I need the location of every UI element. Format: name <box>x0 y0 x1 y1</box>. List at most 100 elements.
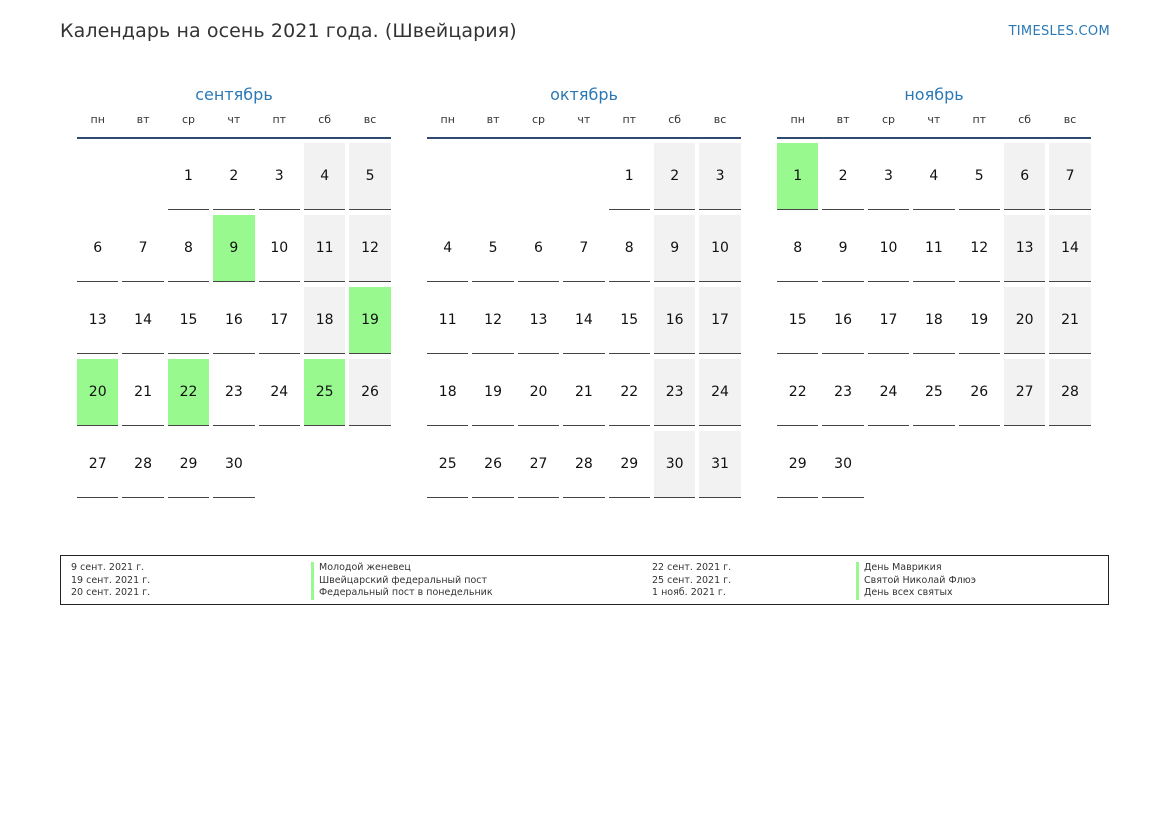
day-cell: 6 <box>77 215 119 282</box>
empty-cell <box>122 143 163 210</box>
empty-cell <box>563 143 604 210</box>
day-cell: 18 <box>427 359 469 426</box>
day-cell: 29 <box>167 431 210 498</box>
holiday-day-cell: 20 <box>77 359 119 426</box>
weekday-label: пт <box>972 113 987 126</box>
day-cell: 7 <box>122 215 164 282</box>
weekday-label: ср <box>181 113 195 126</box>
weekend-day-cell: 26 <box>349 359 391 426</box>
weekend-day-cell: 18 <box>303 287 346 354</box>
weekday-label: сб <box>318 113 332 126</box>
day-cell: 19 <box>958 287 1000 354</box>
day-cell: 7 <box>563 215 605 282</box>
month-name: октябрь <box>550 85 618 104</box>
day-cell: 18 <box>913 287 955 354</box>
day-cell: 15 <box>167 287 210 354</box>
legend-date: 19 сент. 2021 г. <box>71 574 151 586</box>
page-title: Календарь на осень 2021 года. (Швейцария… <box>60 20 517 42</box>
weekend-day-cell: 13 <box>1003 215 1046 282</box>
day-cell: 5 <box>958 143 1000 210</box>
day-cell: 8 <box>777 215 819 282</box>
day-cell: 22 <box>608 359 650 426</box>
weekday-label: вт <box>136 113 150 126</box>
day-cell: 15 <box>608 287 650 354</box>
weekend-day-cell: 17 <box>699 287 741 354</box>
holiday-day-cell: 25 <box>303 359 346 426</box>
day-cell: 17 <box>258 287 300 354</box>
month-name: сентябрь <box>195 85 273 104</box>
month-october: октябрь пн вт ср чт пт сб вс 1 2 3 4 5 6 7 8 9 10 11 12 13… <box>427 82 741 498</box>
day-cell: 8 <box>167 215 210 282</box>
day-cell: 29 <box>608 431 650 498</box>
day-cell: 3 <box>867 143 910 210</box>
site-link[interactable]: TIMESLES.COM <box>1008 24 1110 39</box>
weekday-header: пн вт ср чт пт сб вс <box>777 113 1091 139</box>
legend-names-right: День Маврикия Святой Николай Флюэ День в… <box>856 562 976 600</box>
empty-cell <box>518 143 559 210</box>
day-cell: 13 <box>517 287 560 354</box>
legend-date: 22 сент. 2021 г. <box>652 562 732 573</box>
legend-holiday-name: Святой Николай Флюэ <box>856 574 976 588</box>
weekend-day-cell: 12 <box>349 215 391 282</box>
weekend-day-cell: 30 <box>653 431 696 498</box>
weekday-label: чт <box>227 113 241 126</box>
weekend-day-cell: 21 <box>1049 287 1091 354</box>
day-cell: 24 <box>258 359 300 426</box>
legend-date: 1 нояб. 2021 г. <box>652 587 726 599</box>
legend-date: 9 сент. 2021 г. <box>71 562 145 573</box>
weekday-header: пн вт ср чт пт сб вс <box>77 113 391 139</box>
weekend-day-cell: 6 <box>1003 143 1046 210</box>
legend-holiday-name: День Маврикия <box>856 562 976 575</box>
weekend-day-cell: 2 <box>653 143 696 210</box>
weekend-day-cell: 23 <box>653 359 696 426</box>
day-cell: 30 <box>822 431 864 498</box>
weekday-label: пт <box>622 113 637 126</box>
weekday-label: вт <box>486 113 500 126</box>
day-cell: 13 <box>77 287 119 354</box>
holiday-day-cell: 22 <box>167 359 210 426</box>
weekday-label: вт <box>836 113 850 126</box>
day-cell: 11 <box>913 215 955 282</box>
holiday-day-cell: 1 <box>777 143 819 210</box>
day-cell: 1 <box>608 143 650 210</box>
weekday-label: ср <box>881 113 895 126</box>
day-cell: 26 <box>958 359 1000 426</box>
weekend-day-cell: 20 <box>1003 287 1046 354</box>
holiday-day-cell: 9 <box>213 215 255 282</box>
weekday-label: чт <box>927 113 941 126</box>
day-cell: 14 <box>563 287 605 354</box>
day-grid: 1 2 3 4 5 6 7 8 9 10 11 12 13 14 15 16 17 18 19 20 21 22 23 24 2… <box>777 143 1091 498</box>
legend-holiday-name: Швейцарский федеральный пост <box>311 574 493 588</box>
weekday-label: вс <box>713 113 727 126</box>
day-cell: 20 <box>517 359 560 426</box>
day-cell: 28 <box>122 431 164 498</box>
weekday-label: сб <box>668 113 682 126</box>
day-cell: 2 <box>213 143 255 210</box>
day-cell: 24 <box>867 359 910 426</box>
day-cell: 8 <box>608 215 650 282</box>
weekend-day-cell: 11 <box>303 215 346 282</box>
day-cell: 14 <box>122 287 164 354</box>
weekend-day-cell: 24 <box>699 359 741 426</box>
day-cell: 12 <box>472 287 514 354</box>
day-cell: 15 <box>777 287 819 354</box>
day-cell: 19 <box>472 359 514 426</box>
weekend-day-cell: 28 <box>1049 359 1091 426</box>
day-cell: 5 <box>472 215 514 282</box>
month-november: ноябрь пн вт ср чт пт сб вс 1 2 3 4 5 6 7 8 9 10 11 12 13 1… <box>777 82 1091 498</box>
day-cell: 25 <box>427 431 469 498</box>
day-cell: 17 <box>867 287 910 354</box>
month-september: сентябрь пн вт ср чт пт сб вс 1 2 3 4 5 6 7 8 9 10 11 12 1… <box>77 82 391 498</box>
legend-date: 25 сент. 2021 г. <box>652 574 732 586</box>
weekday-label: ср <box>531 113 545 126</box>
weekday-label: чт <box>577 113 591 126</box>
empty-cell <box>472 143 513 210</box>
day-cell: 21 <box>122 359 164 426</box>
weekday-label: сб <box>1018 113 1032 126</box>
day-cell: 2 <box>822 143 864 210</box>
weekend-day-cell: 5 <box>349 143 391 210</box>
day-cell: 1 <box>167 143 210 210</box>
day-cell: 25 <box>913 359 955 426</box>
weekday-label: вс <box>363 113 377 126</box>
day-cell: 3 <box>258 143 300 210</box>
